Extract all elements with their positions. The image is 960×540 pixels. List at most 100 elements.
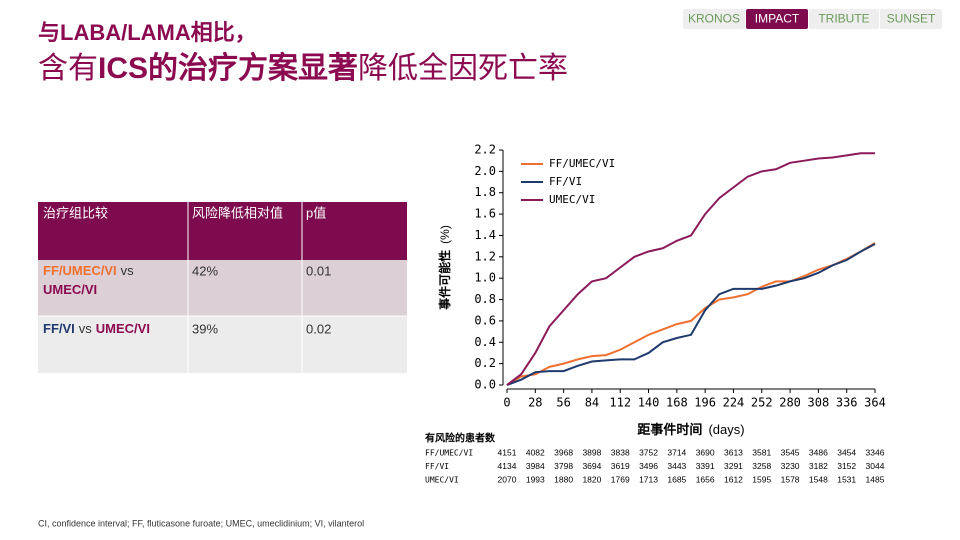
y-tick-label: 1.6 <box>474 207 496 221</box>
x-tick-label: 364 <box>864 396 886 410</box>
nav-tab-label: IMPACT <box>755 12 800 26</box>
risk-count: 1769 <box>611 474 630 484</box>
y-tick-label: 0.4 <box>474 335 496 349</box>
x-tick-label: 336 <box>836 396 858 410</box>
risk-count: 3619 <box>611 461 630 471</box>
nav-tab[interactable] <box>880 9 942 29</box>
nav-tab-label: TRIBUTE <box>818 12 869 26</box>
x-tick-label: 140 <box>638 396 660 410</box>
risk-count: 3230 <box>781 461 800 471</box>
x-tick-label: 0 <box>503 396 510 410</box>
nav-tab[interactable] <box>809 9 879 29</box>
x-label-unit: (days) <box>708 422 744 437</box>
y-tick-label: 1.0 <box>474 271 496 285</box>
risk-count: 1820 <box>582 474 601 484</box>
risk-count: 1685 <box>667 474 686 484</box>
nav-tab-label: SUNSET <box>887 12 936 26</box>
x-label-text: 距事件时间 <box>637 422 702 437</box>
risk-count: 3714 <box>667 447 686 457</box>
table-row-bg <box>38 260 407 316</box>
risk-count: 4151 <box>498 447 517 457</box>
table: 治疗组比较 风险降低相对值 p值 FF/UMEC/VI vs UMEC/VI 42%… <box>38 202 407 373</box>
y-tick-label: 1.8 <box>474 185 496 199</box>
risk-count: 3346 <box>866 447 885 457</box>
y-tick-label: 0.8 <box>474 292 496 306</box>
x-tick-label: 168 <box>666 396 688 410</box>
nav-tab[interactable] <box>746 9 808 29</box>
risk-count: 3898 <box>582 447 601 457</box>
table-cell: 0.01 <box>306 263 331 278</box>
title-part: ICS的治疗方案显著 <box>98 51 358 85</box>
risk-count: 3838 <box>611 447 630 457</box>
table-cell: 39% <box>192 321 218 336</box>
legend-label: FF/UMEC/VI <box>549 157 615 170</box>
risk-count: 3690 <box>696 447 715 457</box>
legend-label: UMEC/VI <box>549 193 595 206</box>
risk-count: 1531 <box>837 474 856 484</box>
table-cell: FF/VI vs UMEC/VI <box>43 321 150 336</box>
chart: 0.0 0.2 0.4 0.6 0.8 1.0 1.2 1.4 1.6 1.8 2.0 2.2 0 28 5… <box>437 143 886 438</box>
x-tick-label: 280 <box>779 396 801 410</box>
table-header: 治疗组比较 <box>43 205 108 220</box>
x-tick-label: 196 <box>694 396 716 410</box>
comparison-b: UMEC/VI <box>96 321 150 336</box>
risk-count: 3291 <box>724 461 743 471</box>
y-tick-label: 1.2 <box>474 249 496 263</box>
x-tick-label: 28 <box>528 396 542 410</box>
series-line <box>506 243 876 386</box>
comparison-a: FF/VI <box>43 321 75 336</box>
risk-count: 1612 <box>724 474 743 484</box>
risk-count: 3694 <box>582 461 601 471</box>
risk-count: 3443 <box>667 461 686 471</box>
nav-tab-label: KRONOS <box>688 12 740 26</box>
risk-count: 2070 <box>498 474 517 484</box>
y-label-unit: (%) <box>438 225 452 244</box>
risk-count: 3496 <box>639 461 658 471</box>
risk-count: 3545 <box>781 447 800 457</box>
risk-count: 3968 <box>554 447 573 457</box>
risk-row-name: UMEC/VI <box>425 476 459 485</box>
table-row-bg <box>38 316 407 373</box>
title-line1: 与LABA/LAMA相比， <box>38 20 257 45</box>
legend-label: FF/VI <box>549 175 582 188</box>
y-label-text: 事件可能性 <box>437 250 452 310</box>
risk-count: 1656 <box>696 474 715 484</box>
y-tick-label: 2.0 <box>474 164 496 178</box>
y-tick-label: 0.0 <box>474 378 496 392</box>
risk-count: 1578 <box>781 474 800 484</box>
risk-count: 1548 <box>809 474 828 484</box>
comparison-a: FF/UMEC/VI <box>43 263 117 278</box>
table-header: p值 <box>306 205 326 220</box>
risk-count: 3581 <box>752 447 771 457</box>
nav-tab[interactable] <box>683 9 745 29</box>
series-line <box>506 242 876 386</box>
risk-count: 3454 <box>837 447 856 457</box>
risk-count: 1485 <box>866 474 885 484</box>
risk-count: 3752 <box>639 447 658 457</box>
risk-row-name: FF/UMEC/VI <box>425 449 473 458</box>
table-cell: 0.02 <box>306 321 331 336</box>
risk-count: 3798 <box>554 461 573 471</box>
risk-count: 3152 <box>837 461 856 471</box>
risk-count: 4134 <box>498 461 517 471</box>
risk-count: 1595 <box>752 474 771 484</box>
risk-count: 3613 <box>724 447 743 457</box>
risk-count: 3391 <box>696 461 715 471</box>
title-part: 含有 <box>38 52 98 85</box>
title-line2: 含有ICS的治疗方案显著降低全因死亡率 <box>38 51 568 85</box>
nav: KRONOS IMPACT TRIBUTE SUNSET <box>683 9 942 29</box>
x-tick-label: 56 <box>556 396 570 410</box>
table-header-bg <box>38 202 407 260</box>
risk-title: 有风险的患者数 <box>425 432 496 445</box>
y-axis-label: 事件可能性 (%) <box>437 225 452 310</box>
series-line <box>506 152 875 386</box>
y-tick-label: 2.2 <box>474 143 496 157</box>
risk-count: 3984 <box>526 461 545 471</box>
table-cell: 42% <box>192 263 218 278</box>
x-tick-label: 224 <box>723 396 745 410</box>
risk-count: 1993 <box>526 474 545 484</box>
risk-count: 1880 <box>554 474 573 484</box>
risk-table: 有风险的患者数 FF/UMEC/VI 4151 4082 3968 3898 3838 375… <box>425 432 885 485</box>
y-tick-label: 1.4 <box>474 228 496 242</box>
